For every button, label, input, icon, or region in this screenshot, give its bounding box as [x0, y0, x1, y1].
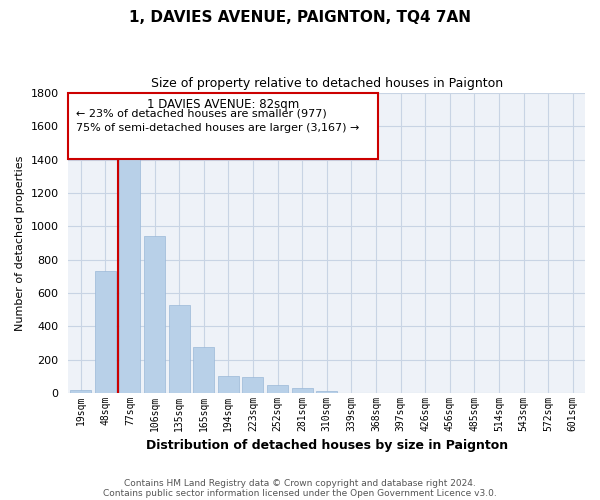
Text: 75% of semi-detached houses are larger (3,167) →: 75% of semi-detached houses are larger (… — [76, 123, 359, 133]
Bar — [144, 236, 165, 393]
Bar — [70, 390, 91, 393]
Bar — [242, 378, 263, 393]
X-axis label: Distribution of detached houses by size in Paignton: Distribution of detached houses by size … — [146, 440, 508, 452]
Bar — [218, 376, 239, 393]
Bar — [316, 392, 337, 393]
Bar — [169, 305, 190, 393]
FancyBboxPatch shape — [68, 93, 379, 159]
Text: Contains public sector information licensed under the Open Government Licence v3: Contains public sector information licen… — [103, 488, 497, 498]
Y-axis label: Number of detached properties: Number of detached properties — [15, 156, 25, 331]
Bar — [193, 348, 214, 393]
Bar — [292, 388, 313, 393]
Bar — [95, 272, 116, 393]
Bar — [267, 385, 288, 393]
Text: 1 DAVIES AVENUE: 82sqm: 1 DAVIES AVENUE: 82sqm — [147, 98, 299, 110]
Title: Size of property relative to detached houses in Paignton: Size of property relative to detached ho… — [151, 78, 503, 90]
Bar — [119, 154, 140, 393]
Text: 1, DAVIES AVENUE, PAIGNTON, TQ4 7AN: 1, DAVIES AVENUE, PAIGNTON, TQ4 7AN — [129, 10, 471, 25]
Text: ← 23% of detached houses are smaller (977): ← 23% of detached houses are smaller (97… — [76, 108, 327, 118]
Text: Contains HM Land Registry data © Crown copyright and database right 2024.: Contains HM Land Registry data © Crown c… — [124, 478, 476, 488]
